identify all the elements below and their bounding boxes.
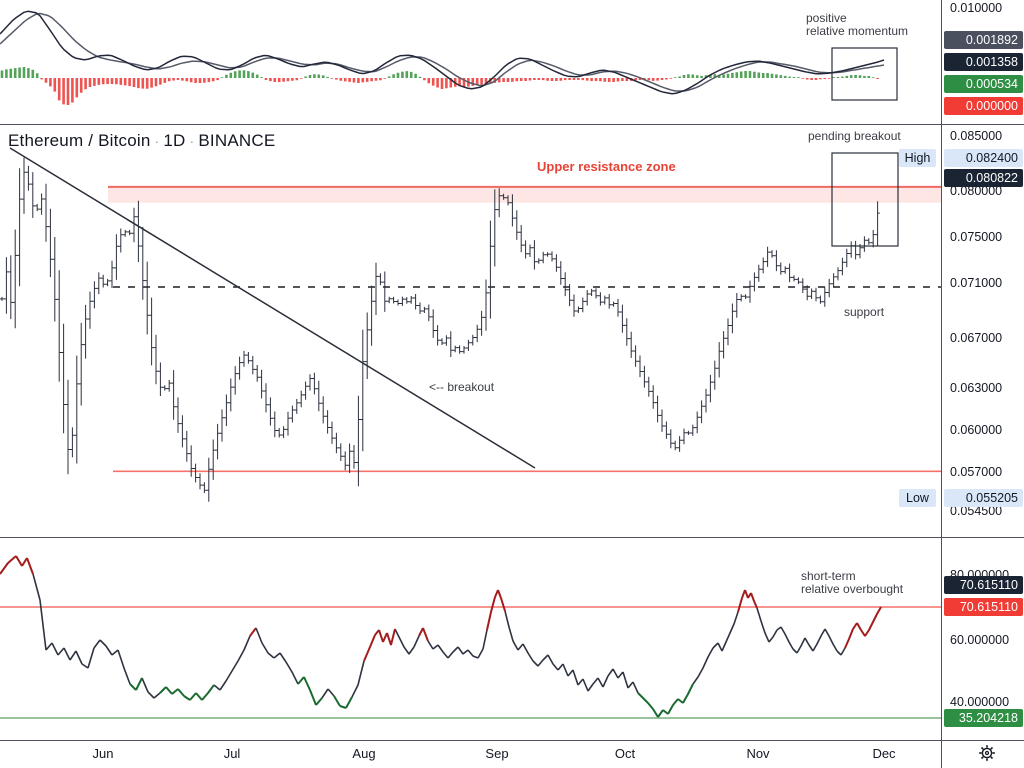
time-scale[interactable] <box>0 740 941 768</box>
macd-histogram-negative <box>40 78 879 105</box>
price-scale-label: 0.057000 <box>950 465 1003 479</box>
time-axis-month-label: Oct <box>614 746 636 761</box>
price-scale-badge: 0.001892 <box>944 31 1023 49</box>
time-axis-month-label: Jun <box>92 746 114 761</box>
rsi-annotation-line1: short-term <box>801 569 856 583</box>
high-chip: High <box>899 149 936 167</box>
chart-legend[interactable]: Ethereum / Bitcoin · 1D · BINANCE <box>8 131 275 151</box>
rsi-annotation-line2: relative overbought <box>801 582 904 596</box>
breakout-label: <-- breakout <box>429 380 495 394</box>
pending-breakout-box[interactable] <box>831 152 899 247</box>
gear-icon <box>979 745 995 761</box>
rsi-line <box>32 573 846 699</box>
rsi-pane[interactable] <box>0 537 941 740</box>
price-scale-label: 0.067000 <box>950 331 1003 345</box>
symbol-title[interactable]: Ethereum / Bitcoin <box>8 131 151 150</box>
price-scale-label: 40.000000 <box>950 695 1010 709</box>
price-scale-label: 0.054500 <box>950 504 1003 518</box>
time-axis-month-label: Dec <box>872 746 896 761</box>
resistance-zone[interactable] <box>108 186 941 203</box>
macd-annotation: positive relative momentum <box>806 12 908 38</box>
resistance-zone-label: Upper resistance zone <box>537 159 676 174</box>
price-scale-badge: 35.204218 <box>944 709 1023 727</box>
price-scale-settings-button[interactable] <box>972 740 1002 766</box>
macd-highlight-box[interactable] <box>831 47 898 101</box>
price-scale-label: 0.080000 <box>950 184 1003 198</box>
interval-label[interactable]: 1D <box>163 131 186 150</box>
ohlc-bars[interactable] <box>0 157 880 502</box>
price-scale-badge: 0.000000 <box>944 97 1023 115</box>
macd-pane[interactable] <box>0 0 941 124</box>
rsi-line-oversold-segments <box>129 676 694 718</box>
price-pane[interactable] <box>0 124 941 537</box>
macd-annotation-line2: relative momentum <box>806 24 909 38</box>
time-axis-month-label: Nov <box>746 746 770 761</box>
price-scale-label: 0.063000 <box>950 381 1003 395</box>
separator-dot: · <box>154 133 160 149</box>
price-scale-label: 0.071000 <box>950 276 1003 290</box>
exchange-label: BINANCE <box>198 131 276 150</box>
low-chip: Low <box>899 489 936 507</box>
time-axis-month-label: Sep <box>485 746 509 761</box>
price-scale-badge: 0.001358 <box>944 53 1023 71</box>
price-scale-badge: 0.000534 <box>944 75 1023 93</box>
price-scale-label: 0.060000 <box>950 423 1003 437</box>
price-scale-badge: 70.615110 <box>944 598 1023 616</box>
price-scale-label: 60.000000 <box>950 633 1010 647</box>
price-scale-label: 0.085000 <box>950 129 1003 143</box>
price-scale-badge: 0.082400 <box>944 149 1023 167</box>
rsi-line-overbought-segments <box>0 555 882 662</box>
price-scale-badge: 0.055205 <box>944 489 1023 507</box>
macd-signal-line <box>0 12 885 92</box>
rsi-annotation: short-term relative overbought <box>801 570 903 596</box>
price-scale-badge: 0.080822 <box>944 169 1023 187</box>
separator-dot: · <box>189 133 195 149</box>
time-axis-month-label: Aug <box>352 746 376 761</box>
time-axis-month-label: Jul <box>223 746 241 761</box>
price-scale-label: 0.075000 <box>950 230 1003 244</box>
support-label: support <box>844 305 885 319</box>
price-scale-badge: 70.615110 <box>944 576 1023 594</box>
descending-trendline[interactable] <box>9 147 536 469</box>
macd-annotation-line1: positive <box>806 11 847 25</box>
pending-breakout-label: pending breakout <box>808 129 901 143</box>
macd-line <box>0 10 885 95</box>
price-scale-label: 0.010000 <box>950 1 1003 15</box>
